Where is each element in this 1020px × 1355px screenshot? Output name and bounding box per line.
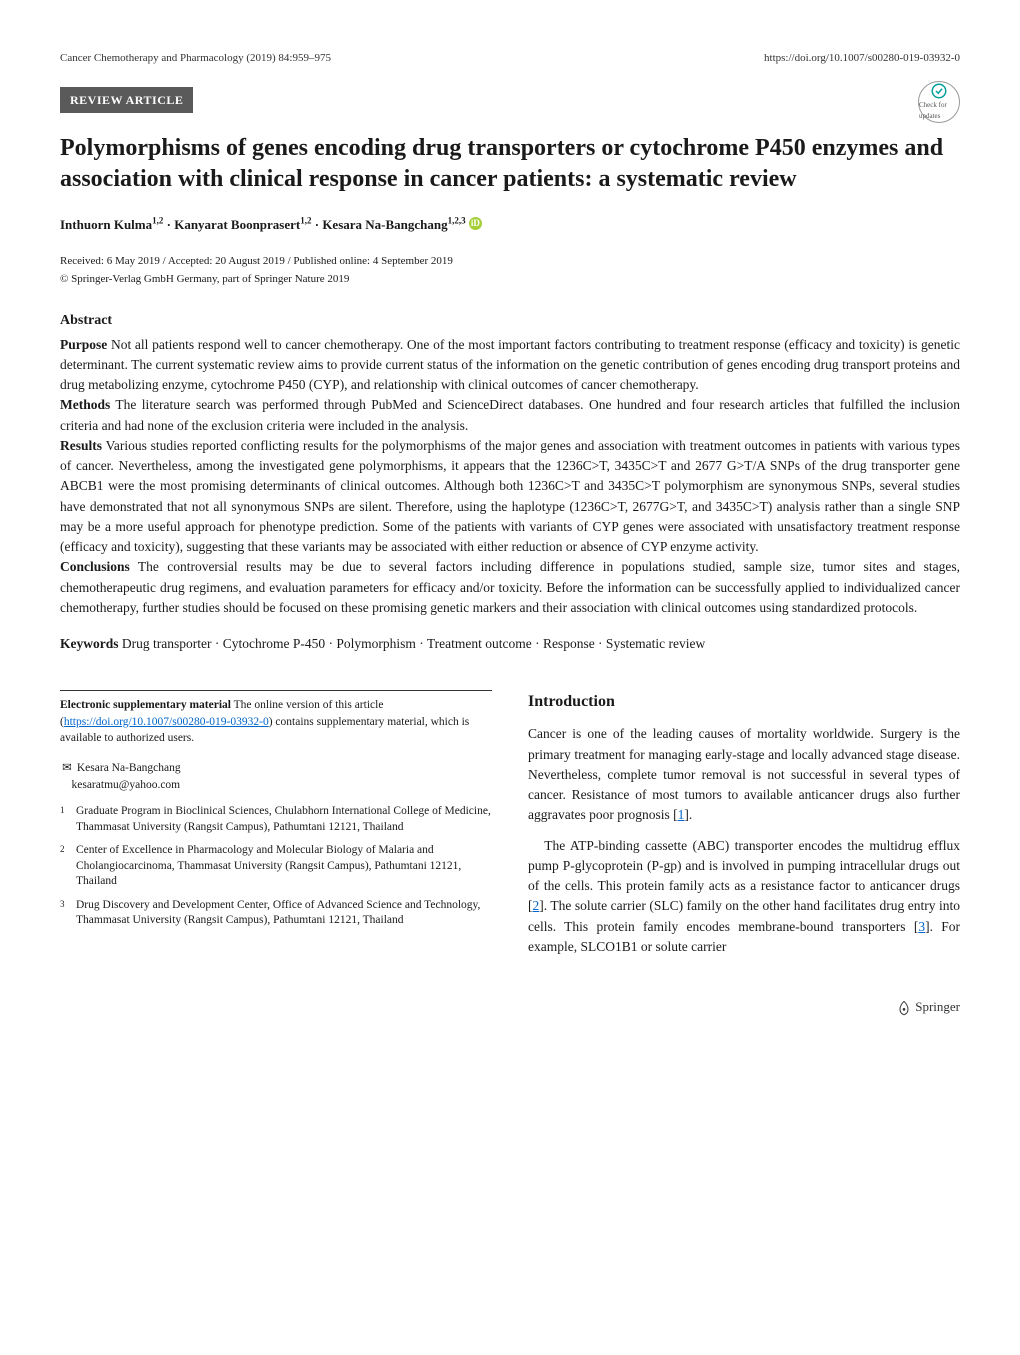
affil-2-text: Center of Excellence in Pharmacology and… (76, 843, 492, 890)
corr-name: Kesara Na-Bangchang (77, 762, 181, 774)
affiliation-3: 3 Drug Discovery and Development Center,… (60, 898, 492, 929)
author-1: Inthuorn Kulma (60, 217, 152, 232)
purpose-label: Purpose (60, 337, 107, 352)
results-text: Various studies reported conflicting res… (60, 438, 960, 554)
abstract-body: Purpose Not all patients respond well to… (60, 335, 960, 619)
copyright-line: © Springer-Verlag GmbH Germany, part of … (60, 271, 960, 288)
affil-3-text: Drug Discovery and Development Center, O… (76, 898, 492, 929)
article-dates: Received: 6 May 2019 / Accepted: 20 Augu… (60, 253, 960, 270)
authors-line: Inthuorn Kulma1,2 · Kanyarat Boonprasert… (60, 215, 960, 235)
right-column: Introduction Cancer is one of the leadin… (528, 690, 960, 967)
keywords-text: Drug transporter · Cytochrome P-450 · Po… (119, 636, 706, 651)
article-title: Polymorphisms of genes encoding drug tra… (60, 133, 960, 195)
methods-text: The literature search was performed thro… (60, 397, 960, 432)
check-updates-icon (930, 82, 948, 100)
affil-1-num: 1 (60, 804, 76, 835)
keywords-label: Keywords (60, 636, 119, 651)
affil-2-num: 2 (60, 843, 76, 890)
affil-3-num: 3 (60, 898, 76, 929)
supplementary-link[interactable]: https://doi.org/10.1007/s00280-019-03932… (64, 716, 269, 728)
intro-p2-mid: ]. The solute carrier (SLC) family on th… (528, 898, 960, 933)
author-1-affil: 1,2 (152, 216, 163, 226)
check-updates-text: Check for updates (919, 100, 959, 121)
orcid-icon[interactable]: iD (469, 217, 482, 230)
journal-reference: Cancer Chemotherapy and Pharmacology (20… (60, 50, 331, 67)
running-header: Cancer Chemotherapy and Pharmacology (20… (60, 50, 960, 67)
author-3-affil: 1,2,3 (448, 216, 466, 226)
envelope-icon: ✉ (60, 760, 74, 777)
intro-para-2: The ATP-binding cassette (ABC) transport… (528, 836, 960, 958)
author-3: · Kesara Na-Bangchang (311, 217, 447, 232)
abstract-heading: Abstract (60, 310, 960, 331)
publisher-name: Springer (915, 999, 960, 1014)
check-updates-badge[interactable]: Check for updates (918, 81, 960, 123)
intro-para-1: Cancer is one of the leading causes of m… (528, 724, 960, 825)
conclusions-text: The controversial results may be due to … (60, 559, 960, 615)
conclusions-label: Conclusions (60, 559, 130, 574)
supplementary-label: Electronic supplementary material (60, 699, 231, 711)
springer-icon (896, 1000, 912, 1016)
affiliation-2: 2 Center of Excellence in Pharmacology a… (60, 843, 492, 890)
author-2: · Kanyarat Boonprasert (163, 217, 300, 232)
methods-label: Methods (60, 397, 110, 412)
keywords-row: Keywords Drug transporter · Cytochrome P… (60, 634, 960, 654)
correspondence: ✉ Kesara Na-Bangchang kesaratmu@yahoo.co… (60, 760, 492, 795)
introduction-heading: Introduction (528, 690, 960, 714)
intro-p1-pre: Cancer is one of the leading causes of m… (528, 726, 960, 822)
doi: https://doi.org/10.1007/s00280-019-03932… (764, 50, 960, 67)
purpose-text: Not all patients respond well to cancer … (60, 337, 960, 393)
left-column: Electronic supplementary material The on… (60, 690, 492, 967)
author-2-affil: 1,2 (300, 216, 311, 226)
intro-p1-post: ]. (684, 807, 692, 822)
corr-email: kesaratmu@yahoo.com (72, 779, 181, 791)
affiliation-1: 1 Graduate Program in Bioclinical Scienc… (60, 804, 492, 835)
article-category: REVIEW ARTICLE (60, 87, 193, 113)
results-label: Results (60, 438, 102, 453)
supplementary-box: Electronic supplementary material The on… (60, 690, 492, 745)
publisher-footer: Springer (60, 997, 960, 1017)
category-row: REVIEW ARTICLE Check for updates (60, 87, 960, 123)
two-column-layout: Electronic supplementary material The on… (60, 690, 960, 967)
affil-1-text: Graduate Program in Bioclinical Sciences… (76, 804, 492, 835)
